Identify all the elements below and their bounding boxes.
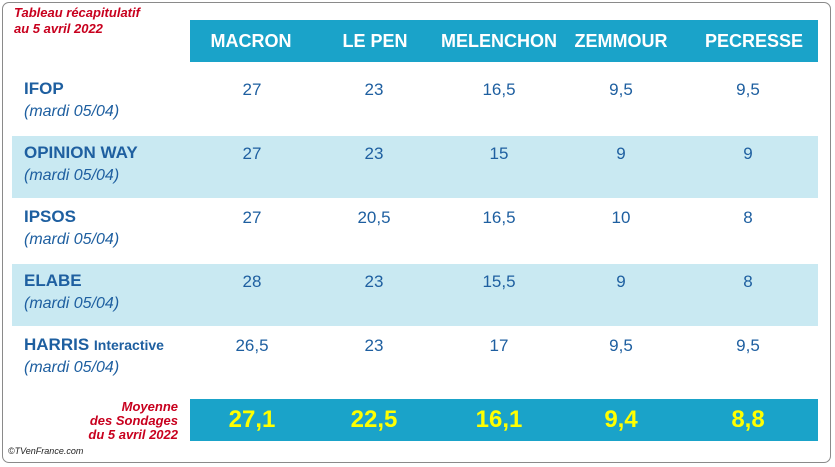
poll-date: (mardi 05/04) <box>24 167 120 184</box>
caption-line-1: Tableau récapitulatif <box>14 5 140 20</box>
value-melenchon: 16,5 <box>482 208 516 227</box>
value-pecresse: 9 <box>743 144 753 163</box>
value-zemmour: 9 <box>616 144 626 163</box>
value-zemmour: 9,5 <box>609 336 633 355</box>
column-header-melenchon: MELENCHON <box>441 31 557 51</box>
pollster-name: IFOP <box>24 79 64 98</box>
poll-date: (mardi 05/04) <box>24 103 120 120</box>
average-label: Moyenne des Sondages du 5 avril 2022 <box>88 400 178 442</box>
table-row-harris: HARRIS Interactive (mardi 05/04) 26,5 23… <box>12 328 818 390</box>
value-pecresse: 8 <box>743 208 753 227</box>
value-le-pen: 23 <box>364 272 384 291</box>
pollster-name: OPINION WAY <box>24 143 138 162</box>
value-zemmour: 9 <box>616 272 626 291</box>
value-zemmour: 9,5 <box>609 80 633 99</box>
pollster-name: ELABE <box>24 271 82 290</box>
table-row-ifop: IFOP (mardi 05/04) 27 23 16,5 9,5 9,5 <box>12 72 818 134</box>
value-pecresse: 8 <box>743 272 753 291</box>
caption-line-2: au 5 avril 2022 <box>14 21 103 36</box>
average-pecresse: 8,8 <box>731 406 765 433</box>
value-zemmour: 10 <box>611 208 631 227</box>
poll-date: (mardi 05/04) <box>24 231 120 248</box>
table-row-ipsos: IPSOS (mardi 05/04) 27 20,5 16,5 10 8 <box>12 200 818 262</box>
value-macron: 28 <box>242 272 262 291</box>
average-macron: 27,1 <box>228 406 276 433</box>
value-macron: 27 <box>242 80 262 99</box>
average-label-line-2: des Sondages <box>89 413 178 428</box>
value-pecresse: 9,5 <box>736 336 760 355</box>
value-le-pen: 20,5 <box>357 208 391 227</box>
value-le-pen: 23 <box>364 80 384 99</box>
value-macron: 27 <box>242 208 262 227</box>
value-melenchon: 16,5 <box>482 80 516 99</box>
pollster-name: IPSOS <box>24 207 76 226</box>
table-row-elabe: ELABE (mardi 05/04) 28 23 15,5 9 8 <box>12 264 818 326</box>
column-header-le-pen: LE PEN <box>342 31 408 51</box>
column-header-pecresse: PECRESSE <box>704 31 804 51</box>
average-le-pen: 22,5 <box>350 406 398 433</box>
value-melenchon: 17 <box>489 336 509 355</box>
pollster-name-suffix: Interactive <box>93 337 164 353</box>
table-row-opinion-way: OPINION WAY (mardi 05/04) 27 23 15 9 9 <box>12 136 818 198</box>
average-label-line-3: du 5 avril 2022 <box>88 427 178 442</box>
header-band <box>190 20 818 62</box>
value-le-pen: 23 <box>364 336 384 355</box>
column-header-macron: MACRON <box>210 31 292 51</box>
value-macron: 26,5 <box>235 336 269 355</box>
value-melenchon: 15,5 <box>482 272 516 291</box>
value-macron: 27 <box>242 144 262 163</box>
copyright-notice: ©TVenFrance.com <box>8 446 84 456</box>
pollster-name: HARRIS Interactive <box>24 335 164 354</box>
average-band <box>190 399 818 441</box>
value-pecresse: 9,5 <box>736 80 760 99</box>
average-zemmour: 9,4 <box>604 406 638 433</box>
value-melenchon: 15 <box>489 144 509 163</box>
average-melenchon: 16,1 <box>475 406 523 433</box>
table-caption: Tableau récapitulatif au 5 avril 2022 <box>14 5 140 37</box>
average-label-line-1: Moyenne <box>121 399 178 414</box>
column-header-zemmour: ZEMMOUR <box>574 31 668 51</box>
value-le-pen: 23 <box>364 144 384 163</box>
poll-date: (mardi 05/04) <box>24 295 120 312</box>
poll-date: (mardi 05/04) <box>24 359 120 376</box>
